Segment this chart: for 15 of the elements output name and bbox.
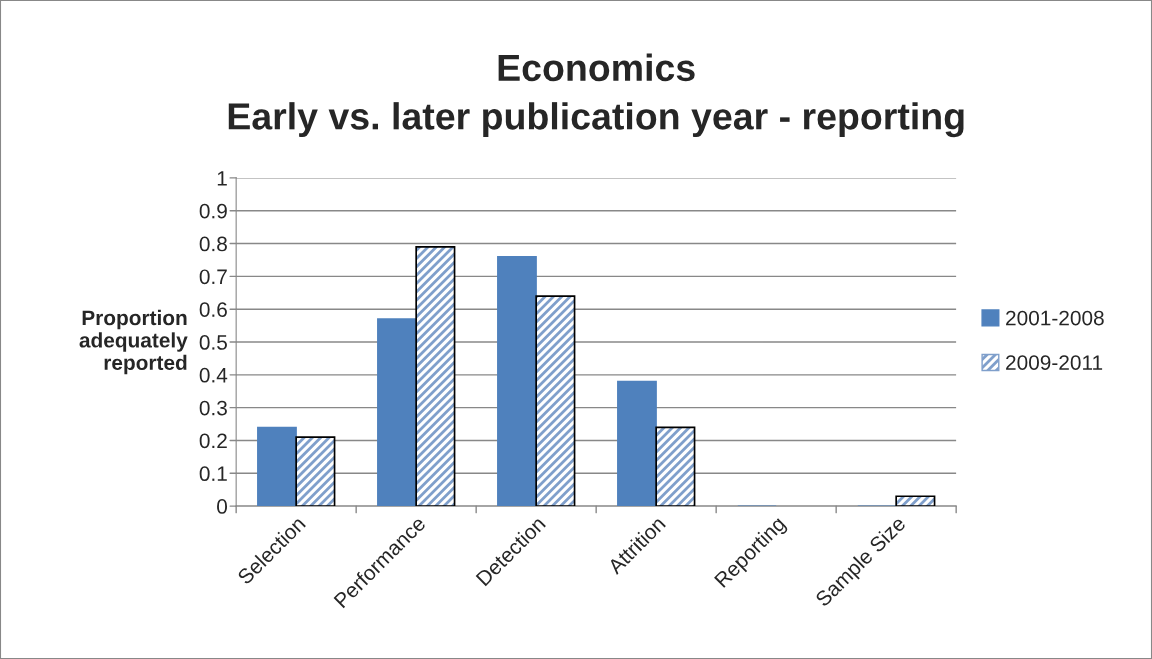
chart-title: Economics Early vs. later publication year - reporting xyxy=(228,53,964,138)
y-tick-label: 0.3 xyxy=(199,400,227,416)
y-axis-title: Proportion adequately reported xyxy=(79,309,188,375)
y-tick-label: 0.5 xyxy=(199,335,227,350)
y-tick-label: 0.2 xyxy=(199,433,227,449)
y-tick-label: 0.9 xyxy=(199,203,227,219)
y-tick-label: 0.1 xyxy=(199,466,227,482)
y-tick-label: 0 xyxy=(217,499,228,514)
y-tick-label: 0.8 xyxy=(199,236,227,252)
legend-label: 2009-2011 xyxy=(1006,355,1103,370)
y-tick-label: 0.7 xyxy=(199,269,227,285)
legend-label: 2001-2008 xyxy=(1006,310,1104,326)
y-tick-label: 0.4 xyxy=(199,367,228,383)
y-tick-label: 1 xyxy=(217,171,227,186)
y-tick-label: 0.6 xyxy=(199,302,227,317)
